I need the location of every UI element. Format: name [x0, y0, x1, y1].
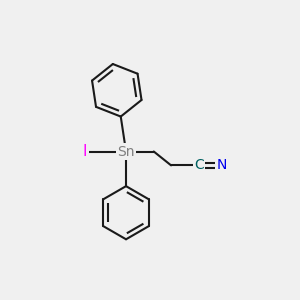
Text: N: N [217, 158, 227, 172]
Text: I: I [82, 144, 87, 159]
Text: Sn: Sn [117, 145, 135, 158]
Text: C: C [194, 158, 204, 172]
